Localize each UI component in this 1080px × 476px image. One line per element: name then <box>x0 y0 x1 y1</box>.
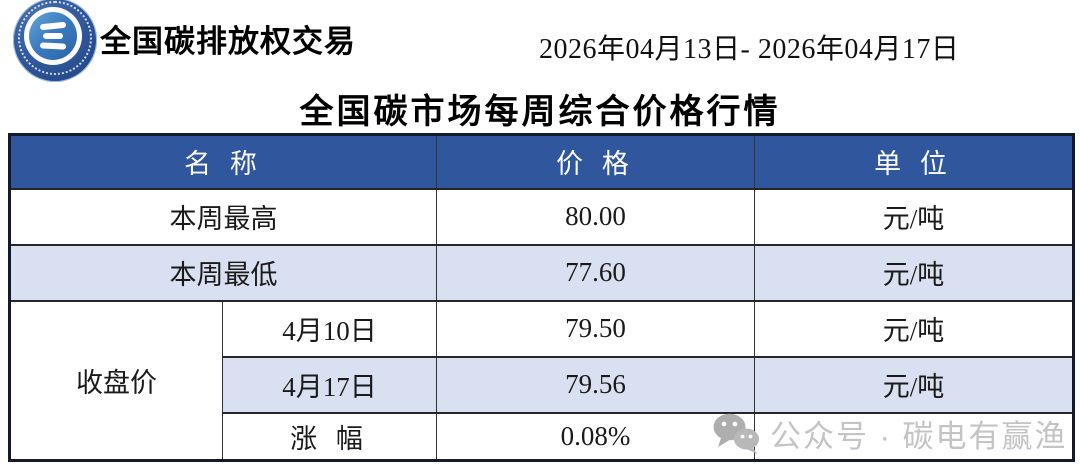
cell-unit: 元/吨 <box>754 243 1074 302</box>
cell-price: 77.60 <box>436 243 755 302</box>
table-row-weekly-low: 本周最低 77.60 元/吨 <box>9 243 1074 302</box>
cell-unit: 元/吨 <box>754 187 1074 246</box>
table-header-row: 名 称 价 格 单 位 <box>9 133 1074 190</box>
table-row-close-0417: 4月17日 79.56 元/吨 <box>10 355 1074 414</box>
logo-ring-text-decoration <box>18 1 92 75</box>
cell-unit <box>754 411 1074 462</box>
cell-closing-price-label: 收盘价 <box>9 299 223 462</box>
cell-name: 本周最低 <box>9 243 437 302</box>
cell-price: 79.56 <box>436 355 755 414</box>
cell-unit: 元/吨 <box>754 299 1074 358</box>
cell-price: 0.08% <box>436 411 755 462</box>
carbon-exchange-logo <box>13 0 97 82</box>
cell-change-label: 涨 幅 <box>222 411 437 462</box>
date-range: 2026年04月13日- 2026年04月17日 <box>539 34 960 65</box>
cell-date: 4月17日 <box>222 355 437 414</box>
logo-outer-ring <box>13 0 97 82</box>
table-row-close-0410: 收盘价 4月10日 79.50 元/吨 <box>9 299 1074 462</box>
col-header-name: 名 称 <box>9 133 437 190</box>
table-row-change-pct: 涨 幅 0.08% <box>10 411 1074 462</box>
exchange-name: 全国碳排放权交易 <box>100 24 356 59</box>
logo-emblem-icon <box>29 12 77 60</box>
weekly-price-table: 名 称 价 格 单 位 本周最高 80.00 元/吨 本周最低 77.60 元/… <box>8 133 1075 462</box>
cell-unit: 元/吨 <box>754 355 1074 414</box>
table-row-weekly-high: 本周最高 80.00 元/吨 <box>9 187 1074 246</box>
cell-name: 本周最高 <box>9 187 437 246</box>
cell-price: 79.50 <box>436 299 755 358</box>
cell-price: 80.00 <box>436 187 755 246</box>
col-header-price: 价 格 <box>436 133 755 190</box>
cell-date: 4月10日 <box>222 299 437 358</box>
page-title: 全国碳市场每周综合价格行情 <box>299 94 781 131</box>
col-header-unit: 单 位 <box>754 133 1074 190</box>
